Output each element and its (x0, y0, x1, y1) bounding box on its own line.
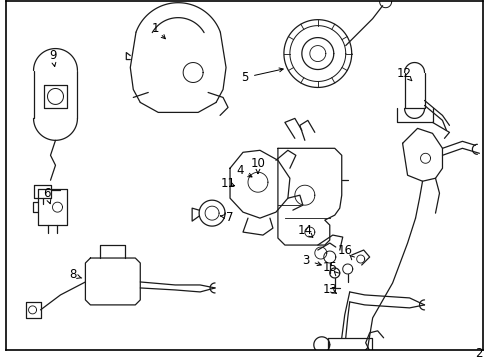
Text: 7: 7 (226, 211, 233, 224)
Text: 16: 16 (337, 244, 351, 257)
Text: 10: 10 (250, 157, 265, 170)
Text: 8: 8 (69, 269, 76, 282)
Text: 9: 9 (49, 49, 56, 62)
Text: 11: 11 (220, 177, 235, 190)
Text: 2: 2 (474, 347, 481, 360)
Text: 15: 15 (322, 261, 337, 274)
Text: 6: 6 (42, 187, 50, 200)
Text: 5: 5 (241, 71, 248, 84)
Text: 1: 1 (151, 22, 159, 35)
Text: 4: 4 (236, 164, 243, 177)
Text: 3: 3 (302, 253, 309, 266)
Text: 14: 14 (297, 224, 312, 237)
Text: 12: 12 (396, 67, 411, 80)
Text: 13: 13 (322, 283, 337, 296)
